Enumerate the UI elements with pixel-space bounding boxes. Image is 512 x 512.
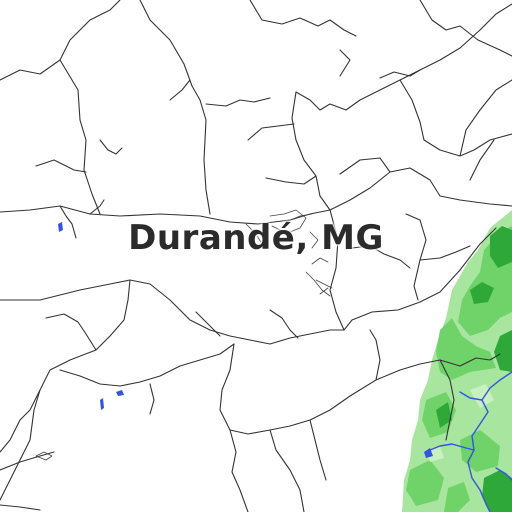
river-network — [58, 222, 512, 512]
place-label: Durandé, MG — [128, 218, 384, 258]
forest-area — [402, 210, 512, 512]
